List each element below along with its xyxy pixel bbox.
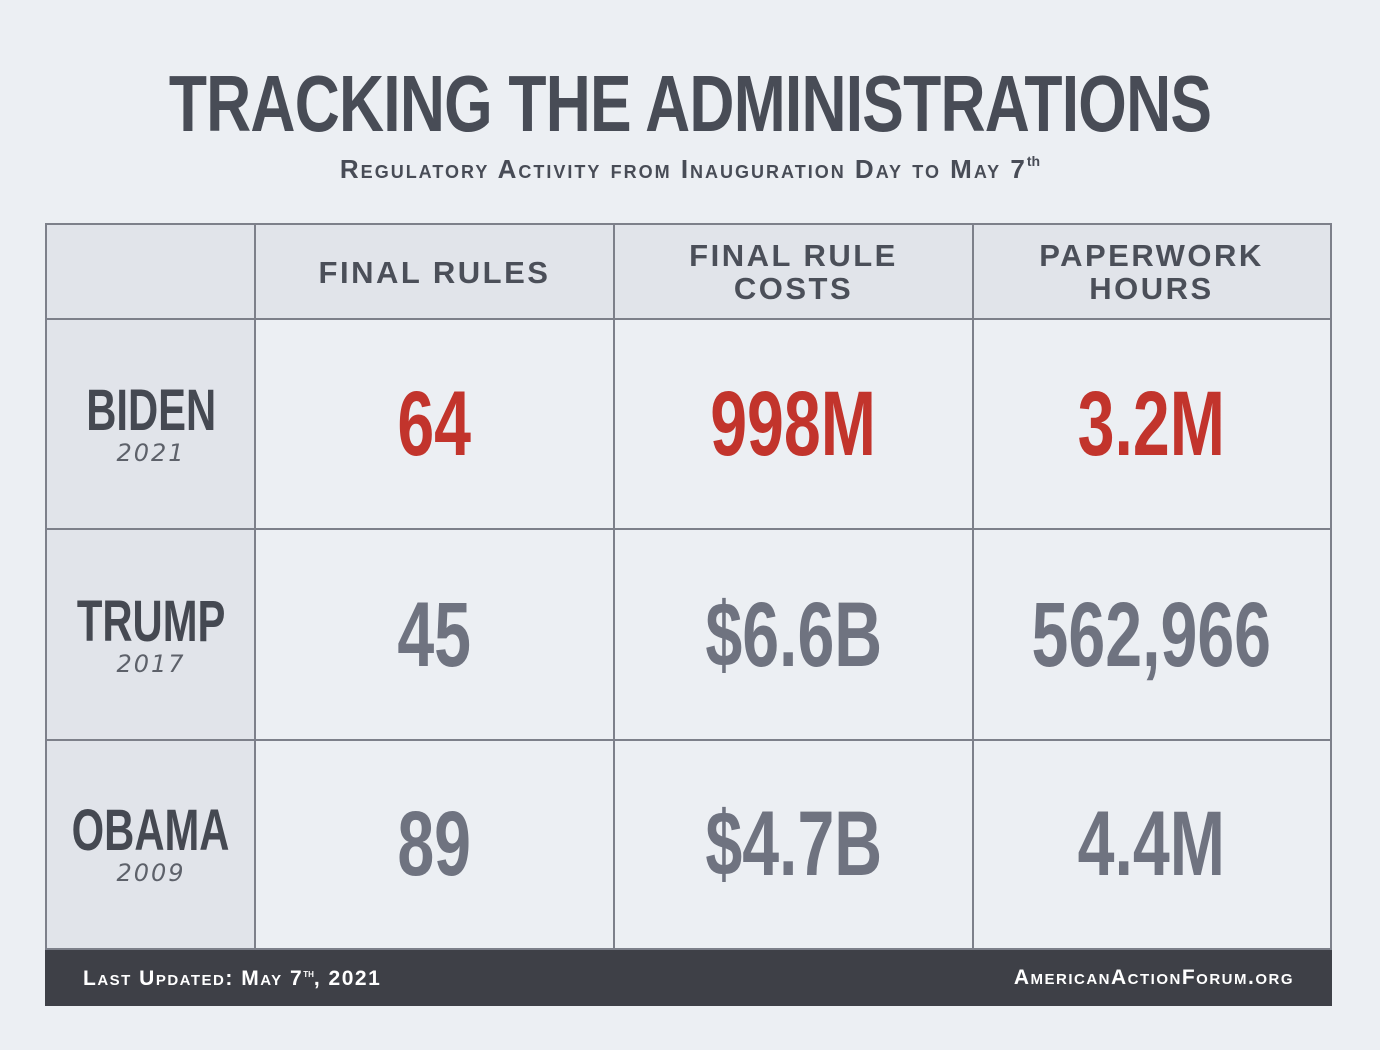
table-cell: 562,966 xyxy=(973,529,1330,740)
column-header-line2: COSTS xyxy=(733,271,854,306)
row-label-trump: TRUMP 2017 xyxy=(47,529,255,740)
table-cell: 45 xyxy=(255,529,614,740)
column-header-final-rule-costs: FINAL RULE COSTS xyxy=(614,225,973,319)
cell-value: 562,966 xyxy=(1031,583,1272,686)
cell-value: 64 xyxy=(397,373,472,475)
sidebar-background xyxy=(47,225,255,948)
grid-line-vertical xyxy=(972,225,974,948)
admin-name: BIDEN xyxy=(86,378,216,443)
column-header-final-rules: FINAL RULES xyxy=(255,225,614,319)
subtitle-suffix: th xyxy=(1026,153,1041,169)
row-label-biden: BIDEN 2021 xyxy=(47,319,255,529)
last-updated-prefix: Last Updated: May 7 xyxy=(83,966,304,990)
grid-line-horizontal xyxy=(47,528,1330,530)
footer-bar: Last Updated: May 7th, 2021 AmericanActi… xyxy=(45,950,1332,1006)
admin-year: 2017 xyxy=(116,649,186,678)
last-updated-sup: th xyxy=(303,965,314,980)
column-header-line1: FINAL RULE xyxy=(689,238,898,273)
header-background xyxy=(47,225,1330,319)
table-cell: $4.7B xyxy=(614,740,973,948)
column-header-paperwork-hours: PAPERWORK HOURS xyxy=(973,225,1330,319)
table-cell: 998M xyxy=(614,319,973,529)
table-cell: $6.6B xyxy=(614,529,973,740)
admin-year: 2021 xyxy=(116,439,186,467)
cell-value: 4.4M xyxy=(1077,793,1226,895)
grid-line-vertical xyxy=(254,225,256,948)
table-cell: 4.4M xyxy=(973,740,1330,948)
table-cell: 3.2M xyxy=(973,319,1330,529)
column-header-line1: PAPERWORK xyxy=(1039,238,1264,273)
cell-value: $4.7B xyxy=(705,793,882,895)
subtitle-text: Regulatory Activity from Inauguration Da… xyxy=(339,154,1027,184)
admin-name: OBAMA xyxy=(72,798,230,863)
site-link[interactable]: AmericanActionForum.org xyxy=(1013,966,1294,989)
table-cell: 64 xyxy=(255,319,614,529)
admin-year: 2009 xyxy=(116,859,186,887)
cell-value: 45 xyxy=(397,583,472,686)
column-header-line2: HOURS xyxy=(1089,271,1214,306)
table-cell: 89 xyxy=(255,740,614,948)
row-label-obama: OBAMA 2009 xyxy=(47,740,255,948)
page-subtitle: Regulatory Activity from Inauguration Da… xyxy=(0,146,1380,184)
cell-value: $6.6B xyxy=(705,583,882,686)
cell-value: 3.2M xyxy=(1077,373,1226,475)
column-header-line1: FINAL RULES xyxy=(318,254,551,290)
grid-line-horizontal xyxy=(47,318,1330,320)
comparison-table: FINAL RULES FINAL RULE COSTS PAPERWORK H… xyxy=(45,223,1332,950)
grid-line-horizontal xyxy=(47,739,1330,741)
cell-value: 89 xyxy=(397,793,472,895)
page-title: TRACKING THE ADMINISTRATIONS xyxy=(168,59,1212,148)
cell-value: 998M xyxy=(710,373,877,475)
last-updated: Last Updated: May 7th, 2021 xyxy=(83,966,381,991)
last-updated-suffix: , 2021 xyxy=(313,966,382,990)
admin-name: TRUMP xyxy=(76,588,226,654)
grid-line-vertical xyxy=(613,225,615,948)
